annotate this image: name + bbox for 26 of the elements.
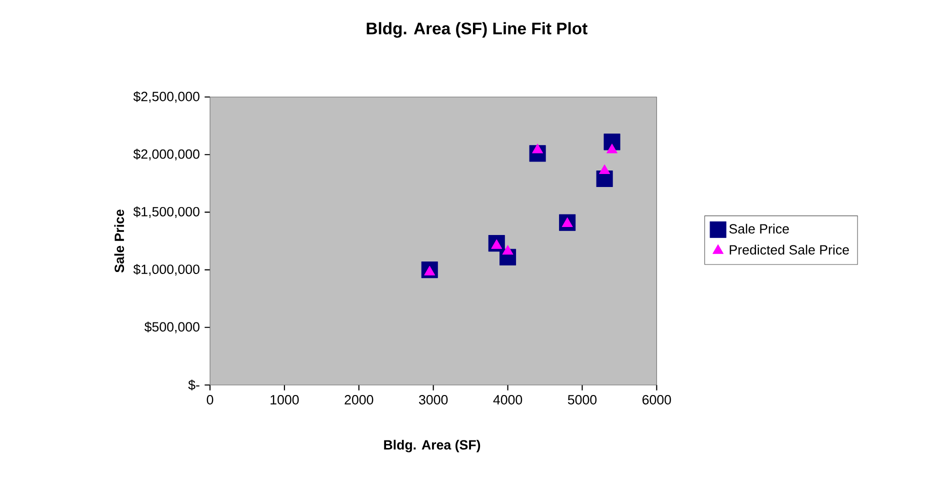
- x-tick-label: 5000: [568, 395, 597, 404]
- y-tick-label: $2,500,000: [133, 91, 200, 103]
- x-tick-label: 1000: [270, 395, 299, 404]
- point: [502, 245, 514, 255]
- point: [606, 144, 618, 154]
- point: [562, 217, 573, 227]
- point: [532, 144, 544, 154]
- y-tick-label: $1,000,000: [133, 264, 200, 276]
- x-tick-label: 0: [206, 395, 214, 404]
- x-tick-label: 6000: [642, 395, 671, 404]
- chart-title: Bldg. Area (SF) Line Fit Plot: [366, 22, 588, 38]
- x-tick-label: 4000: [493, 395, 522, 404]
- x-axis-title: Bldg. Area (SF): [384, 440, 480, 452]
- legend-label: Predicted Sale Price: [730, 244, 849, 255]
- legend-label: Sale Price: [729, 224, 789, 234]
- x-tick-label: 3000: [419, 395, 448, 404]
- y-tick-label: $2,000,000: [133, 148, 200, 160]
- point: [491, 239, 502, 249]
- x-tick-label: 2000: [344, 395, 374, 404]
- y-axis-title: Sale Price: [114, 210, 124, 272]
- y-tick-label: $500,000: [144, 322, 200, 334]
- y-tick-label: $1,500,000: [133, 206, 200, 218]
- y-tick-label: $-: [188, 380, 200, 390]
- point: [599, 164, 610, 174]
- point: [424, 266, 436, 276]
- point: [604, 134, 620, 150]
